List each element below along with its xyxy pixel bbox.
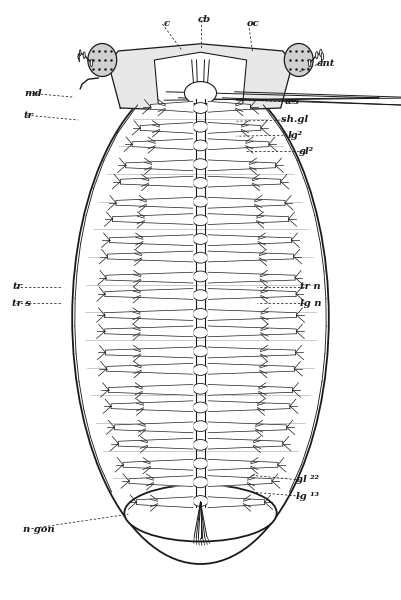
Polygon shape <box>208 139 269 149</box>
Ellipse shape <box>193 178 208 188</box>
Ellipse shape <box>193 327 208 338</box>
Polygon shape <box>208 401 290 412</box>
Ellipse shape <box>284 43 313 76</box>
Ellipse shape <box>83 52 85 58</box>
Polygon shape <box>208 385 292 395</box>
Text: gl ²²: gl ²² <box>296 475 319 485</box>
Ellipse shape <box>316 52 318 59</box>
Ellipse shape <box>193 253 208 263</box>
Polygon shape <box>123 460 193 470</box>
Polygon shape <box>208 497 265 508</box>
Text: tr: tr <box>12 283 22 291</box>
Polygon shape <box>116 197 193 208</box>
Polygon shape <box>136 497 193 508</box>
Polygon shape <box>208 460 278 470</box>
Polygon shape <box>208 310 296 320</box>
Text: md: md <box>24 88 42 97</box>
Text: lg n: lg n <box>300 298 322 307</box>
Polygon shape <box>208 160 275 171</box>
Text: c: c <box>163 19 170 28</box>
Polygon shape <box>208 176 281 187</box>
Polygon shape <box>208 476 272 487</box>
Polygon shape <box>208 289 296 299</box>
Ellipse shape <box>320 49 322 56</box>
Ellipse shape <box>193 365 208 376</box>
Polygon shape <box>208 272 295 283</box>
Ellipse shape <box>193 458 208 469</box>
Text: tr: tr <box>23 110 33 119</box>
Polygon shape <box>208 347 296 358</box>
Polygon shape <box>208 422 287 433</box>
Text: gl²: gl² <box>299 146 314 155</box>
Text: sh.gl: sh.gl <box>281 115 308 124</box>
Text: n gon: n gon <box>23 524 55 534</box>
Ellipse shape <box>308 59 311 67</box>
Ellipse shape <box>193 215 208 226</box>
Ellipse shape <box>184 82 217 104</box>
Polygon shape <box>114 422 193 433</box>
Polygon shape <box>129 476 193 487</box>
Polygon shape <box>105 347 193 358</box>
Polygon shape <box>118 438 193 449</box>
Text: lg ¹³: lg ¹³ <box>296 492 319 500</box>
Polygon shape <box>112 214 193 224</box>
Ellipse shape <box>78 53 79 59</box>
Polygon shape <box>208 364 294 374</box>
Polygon shape <box>105 326 193 337</box>
Ellipse shape <box>193 159 208 170</box>
Ellipse shape <box>193 121 208 132</box>
Ellipse shape <box>193 496 208 506</box>
Polygon shape <box>208 235 292 245</box>
Ellipse shape <box>193 308 208 319</box>
Polygon shape <box>105 289 193 299</box>
Ellipse shape <box>193 196 208 207</box>
Polygon shape <box>106 272 193 283</box>
Text: oc: oc <box>246 19 259 28</box>
Polygon shape <box>109 235 193 245</box>
Polygon shape <box>140 122 193 133</box>
Polygon shape <box>208 438 283 449</box>
Polygon shape <box>208 251 294 262</box>
Polygon shape <box>108 44 293 111</box>
Polygon shape <box>109 385 193 395</box>
Ellipse shape <box>193 346 208 356</box>
Polygon shape <box>208 122 261 133</box>
Ellipse shape <box>193 271 208 282</box>
Polygon shape <box>154 52 247 105</box>
Polygon shape <box>111 401 193 412</box>
Polygon shape <box>120 176 193 187</box>
Ellipse shape <box>193 383 208 394</box>
Polygon shape <box>105 310 193 320</box>
Ellipse shape <box>193 233 208 244</box>
Text: tr s: tr s <box>12 298 31 307</box>
Polygon shape <box>126 160 193 171</box>
Polygon shape <box>132 139 193 149</box>
Polygon shape <box>208 214 289 224</box>
Ellipse shape <box>193 140 208 151</box>
Ellipse shape <box>321 53 324 60</box>
Ellipse shape <box>193 477 208 488</box>
Ellipse shape <box>88 43 117 76</box>
Ellipse shape <box>124 485 277 541</box>
Ellipse shape <box>79 50 81 56</box>
Text: lg²: lg² <box>288 130 303 139</box>
Polygon shape <box>208 101 251 112</box>
Ellipse shape <box>193 439 208 450</box>
Text: æs: æs <box>285 97 300 107</box>
Polygon shape <box>107 251 193 262</box>
Ellipse shape <box>193 402 208 413</box>
Polygon shape <box>150 101 193 112</box>
Ellipse shape <box>193 290 208 301</box>
Ellipse shape <box>193 421 208 431</box>
Polygon shape <box>107 364 193 374</box>
Ellipse shape <box>90 59 93 67</box>
Text: cb: cb <box>198 16 211 25</box>
Polygon shape <box>208 326 296 337</box>
Text: ant: ant <box>317 58 335 67</box>
Ellipse shape <box>72 72 329 564</box>
Ellipse shape <box>193 103 208 113</box>
Text: tr n: tr n <box>300 283 320 291</box>
Polygon shape <box>208 197 285 208</box>
